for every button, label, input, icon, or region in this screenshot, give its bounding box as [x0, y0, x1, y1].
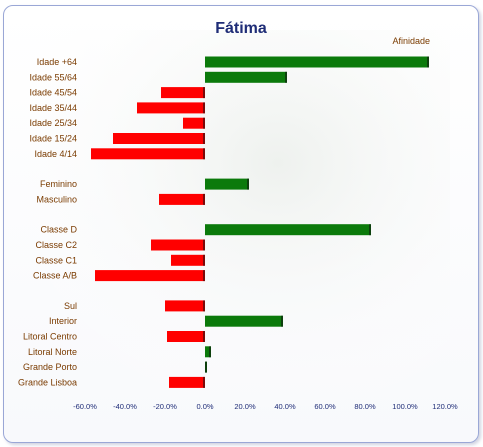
- bar-idade-25-34: [183, 117, 205, 129]
- category-label: Grande Porto: [23, 362, 77, 372]
- x-tick-label: 20.0%: [234, 402, 256, 411]
- category-label: Idade 55/64: [29, 72, 77, 82]
- category-label: Sul: [64, 301, 77, 311]
- bar-sul: [165, 300, 205, 312]
- category-label: Litoral Norte: [28, 347, 77, 357]
- x-tick-label: 0.0%: [196, 402, 213, 411]
- bar-feminino: [205, 178, 249, 190]
- legend-afinidade: Afinidade: [392, 36, 430, 46]
- x-tick-label: 80.0%: [354, 402, 376, 411]
- bar-edge: [203, 270, 205, 282]
- category-label: Classe D: [40, 225, 77, 235]
- bar-edge: [203, 193, 205, 205]
- bar-idade-45-54: [161, 87, 205, 99]
- category-label: Idade 15/24: [29, 134, 77, 144]
- category-label: Idade 45/54: [29, 88, 77, 98]
- x-tick-label: -40.0%: [113, 402, 137, 411]
- category-label: Idade +64: [37, 57, 77, 67]
- bar-idade-55-64: [205, 71, 287, 83]
- x-tick-label: 60.0%: [314, 402, 336, 411]
- bar-edge: [203, 300, 205, 312]
- bar-edge: [281, 315, 283, 327]
- category-label: Litoral Centro: [23, 332, 77, 342]
- category-label: Interior: [49, 316, 77, 326]
- bar-litoral-centro: [167, 331, 205, 342]
- bar-edge: [369, 224, 371, 236]
- bar-edge: [247, 178, 249, 190]
- category-label: Idade 35/44: [29, 103, 77, 113]
- category-label: Masculino: [36, 194, 77, 204]
- category-label: Idade 25/34: [29, 118, 77, 128]
- category-label: Feminino: [40, 179, 77, 189]
- category-labels: Idade +64 Idade 55/64 Idade 45/54 Idade 35/…: [18, 57, 78, 387]
- bar-edge: [203, 376, 205, 388]
- bar-idade-4-14: [91, 148, 205, 160]
- bar-edge: [203, 239, 205, 251]
- bar-edge: [203, 87, 205, 99]
- category-label: Classe A/B: [33, 271, 77, 281]
- x-tick-label: 120.0%: [432, 402, 458, 411]
- bar-edge: [209, 346, 211, 358]
- x-tick-label: 100.0%: [392, 402, 418, 411]
- category-label: Classe C1: [35, 255, 77, 265]
- bar-grande-lisboa: [169, 376, 205, 388]
- bar-classe-d: [205, 224, 371, 236]
- bar-interior: [205, 315, 283, 327]
- bar-edge: [205, 361, 207, 373]
- bars-group: [91, 56, 429, 388]
- x-tick-label: -20.0%: [153, 402, 177, 411]
- bar-idade-15-24: [113, 133, 205, 144]
- bar-edge: [427, 56, 429, 68]
- bar-edge: [285, 71, 287, 83]
- background-watermark: [20, 30, 450, 410]
- bar-edge: [203, 254, 205, 266]
- bar-idade-35-44: [137, 102, 205, 114]
- bar-edge: [203, 117, 205, 129]
- bar-edge: [203, 148, 205, 160]
- x-axis-ticks: -60.0% -40.0% -20.0% 0.0% 20.0% 40.0% 60.0% 80.…: [73, 402, 458, 411]
- bar-edge: [203, 102, 205, 114]
- bar-classe-c2: [151, 239, 205, 251]
- x-tick-label: -60.0%: [73, 402, 97, 411]
- category-label: Classe C2: [35, 240, 77, 250]
- bar-edge: [203, 133, 205, 144]
- bar-idade-64: [205, 56, 429, 68]
- chart-title: Fátima: [215, 20, 267, 37]
- bar-litoral-norte: [205, 346, 211, 358]
- bar-classe-a-b: [95, 270, 205, 282]
- bar-classe-c1: [171, 254, 205, 266]
- x-tick-label: 40.0%: [274, 402, 296, 411]
- bar-edge: [203, 331, 205, 342]
- category-label: Idade 4/14: [34, 149, 77, 159]
- bar-masculino: [159, 193, 205, 205]
- category-label: Grande Lisboa: [18, 377, 77, 387]
